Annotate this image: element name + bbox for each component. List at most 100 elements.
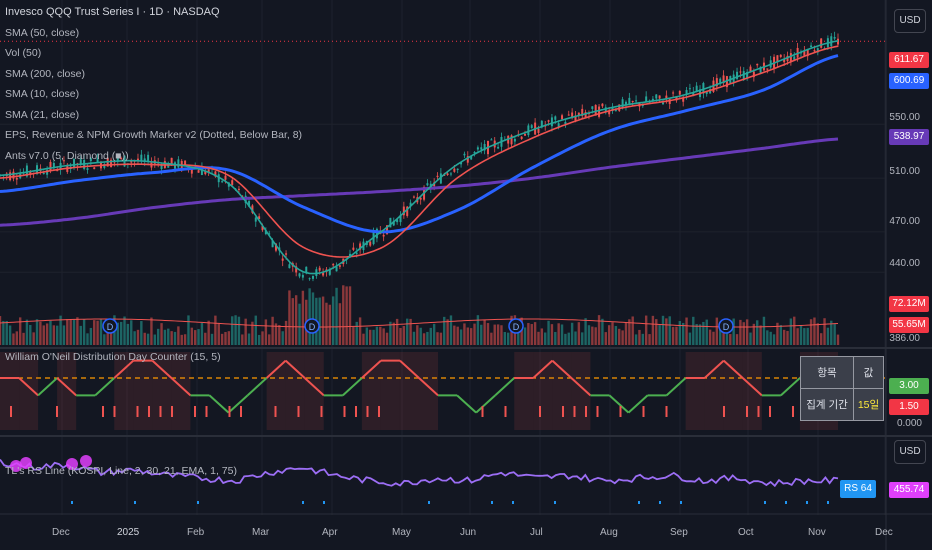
volume-bar-172 (577, 322, 581, 345)
dd-day-tick-16 (194, 406, 196, 417)
dd-day-tick-57 (665, 406, 668, 417)
volume-bar-206 (692, 316, 695, 345)
volume-bar-135 (453, 325, 456, 345)
candle-body-93 (311, 275, 314, 279)
volume-bar-224 (752, 323, 756, 345)
rs-price-tag: 455.74 (889, 482, 929, 498)
volume-bar-164 (550, 324, 554, 345)
volume-bar-214 (719, 321, 722, 345)
currency-button[interactable]: USD (894, 9, 926, 33)
candle-body-188 (631, 100, 634, 102)
candle-body-24 (79, 159, 82, 165)
volume-bar-16 (52, 325, 56, 345)
dd-day-tick-46 (539, 406, 541, 417)
legend-sma200[interactable]: SMA (200, close) (5, 68, 85, 80)
volume-bar-162 (544, 332, 547, 345)
rs-tick-31 (659, 501, 661, 504)
candle-body-242 (813, 50, 816, 52)
candle-body-29 (96, 158, 99, 163)
candle-body-75 (251, 205, 254, 213)
distribution-day-pane (0, 352, 885, 430)
volume-bar-74 (247, 333, 251, 345)
legend-distribution-counter[interactable]: William O'Neil Distribution Day Counter … (5, 351, 221, 363)
moving-averages (0, 40, 839, 275)
volume-bar-57 (190, 327, 194, 345)
rs-tick-30 (638, 501, 640, 504)
volume-bar-241 (809, 319, 813, 345)
volume-bar-168 (564, 333, 567, 345)
dd-day-tick-49 (573, 406, 576, 417)
dd-day-tick-19 (228, 406, 231, 417)
dd-day-tick-53 (619, 406, 622, 417)
dd-line-seg-28 (532, 359, 553, 379)
volume-bar-170 (570, 322, 574, 345)
candle-body-41 (136, 158, 139, 161)
dd-day-tick-51 (596, 406, 599, 417)
candle-body-176 (591, 106, 594, 109)
candle-body-244 (820, 38, 823, 48)
candle-body-146 (490, 139, 493, 141)
candle-body-228 (766, 68, 769, 70)
rs-new-high-dot-3 (80, 455, 92, 467)
volume-bar-40 (133, 331, 136, 345)
volume-bar-63 (210, 333, 214, 345)
dd-zone-20 (380, 352, 400, 430)
volume-bar-19 (62, 325, 66, 345)
dd-day-tick-12 (148, 406, 150, 417)
volume-bar-70 (234, 315, 237, 345)
time-label-7: Jul (530, 527, 543, 538)
dd-line-seg-38 (723, 359, 744, 379)
legend-eps-marker[interactable]: EPS, Revenue & NPM Growth Marker v2 (Dot… (5, 129, 303, 141)
volume-bar-35 (116, 322, 119, 345)
volume-bar-166 (557, 323, 560, 345)
candle-body-184 (618, 104, 621, 111)
time-label-10: Oct (738, 527, 754, 538)
volume-bar-190 (638, 329, 641, 345)
candle-body-51 (170, 157, 173, 164)
candle-body-211 (709, 89, 712, 94)
table-header-item: 항목 (800, 356, 854, 389)
candle-body-171 (574, 115, 577, 121)
volume-tag-1: 72.12M (889, 296, 929, 312)
symbol-title[interactable]: Invesco QQQ Trust Series I · 1D · NASDAQ (5, 6, 220, 18)
volume-bar-234 (786, 330, 789, 345)
candle-body-143 (480, 147, 483, 150)
price-label-440: 440.00 (889, 258, 920, 269)
volume-bar-117 (392, 322, 395, 345)
legend-sma10[interactable]: SMA (10, close) (5, 88, 80, 100)
volume-bar-200 (671, 327, 675, 345)
volume-bar-199 (668, 316, 671, 345)
earnings-marker-1 (304, 318, 320, 334)
volume-bar-51 (170, 331, 173, 345)
currency-button-rs[interactable]: USD (894, 440, 926, 464)
candle-body-91 (305, 266, 308, 273)
volume-bar-131 (439, 332, 443, 345)
volume-bar-115 (385, 332, 389, 345)
earnings-marker-3 (718, 318, 734, 334)
candle-body-77 (258, 216, 261, 220)
volume-bar-17 (56, 325, 59, 345)
dd-low-tag: 1.50 (889, 399, 929, 415)
candle-body-101 (338, 265, 341, 267)
candle-body-55 (184, 160, 187, 166)
volume-bar-145 (486, 323, 490, 345)
candle-body-226 (759, 66, 762, 73)
legend-ants[interactable]: Ants v7.0 (5, Diamond (■)) (5, 150, 129, 162)
volume-bar-72 (241, 334, 244, 345)
legend-volume[interactable]: Vol (50) (5, 47, 42, 59)
legend-rs-line[interactable]: TL's RS Line (KOSPI, Line, 2, 30, 21, EM… (5, 465, 237, 477)
volume-bar-167 (560, 324, 564, 345)
candle-body-33 (110, 159, 113, 168)
dd-day-tick-41 (481, 406, 484, 417)
volume-bar-194 (651, 315, 655, 345)
legend-sma21[interactable]: SMA (21, close) (5, 109, 80, 121)
volume-bar-150 (503, 332, 507, 345)
volume-bar-132 (443, 316, 446, 345)
legend-sma50[interactable]: SMA (50, close) (5, 27, 80, 39)
volume-bar-3 (8, 325, 12, 345)
candle-body-157 (527, 125, 530, 136)
time-label-3: Mar (252, 527, 270, 538)
volume-bar-217 (729, 334, 732, 345)
